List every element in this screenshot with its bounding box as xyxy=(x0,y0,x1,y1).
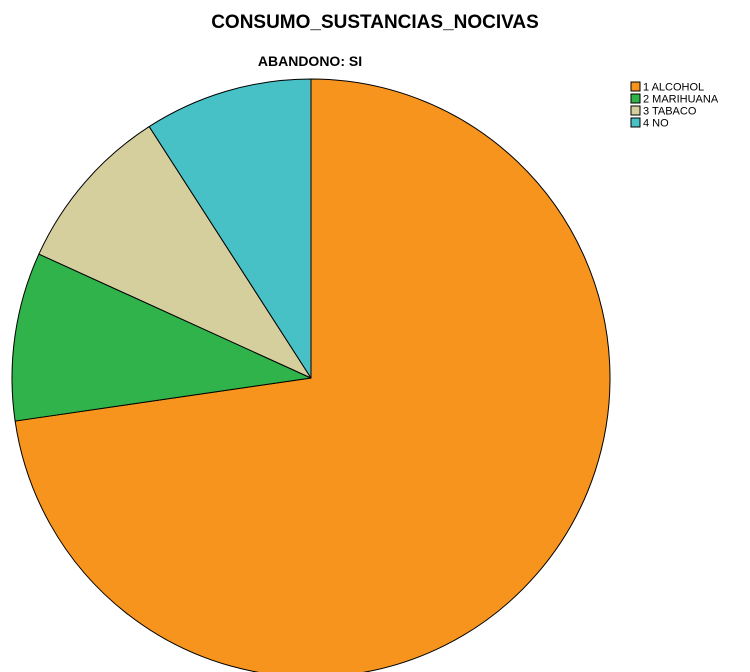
pie-slice-3-tabaco xyxy=(38,126,312,379)
legend-label: 2 MARIHUANA xyxy=(643,94,719,106)
legend-label: 1 ALCOHOL xyxy=(643,82,704,94)
pie-slice-1-alcohol xyxy=(14,78,611,672)
pie-slice-2-marihuana xyxy=(11,253,312,422)
chart-subtitle: ABANDONO: SI xyxy=(257,53,363,69)
chart-title: CONSUMO_SUSTANCIAS_NOCIVAS xyxy=(211,12,539,33)
legend-swatch xyxy=(630,117,641,128)
legend-swatch xyxy=(630,81,641,92)
legend-label: 4 NO xyxy=(643,118,669,130)
legend-swatch xyxy=(630,93,641,104)
pie-slices xyxy=(11,78,611,672)
legend-label: 3 TABACO xyxy=(643,106,697,118)
pie-slice-4-no xyxy=(148,78,312,379)
legend-swatch xyxy=(630,105,641,116)
